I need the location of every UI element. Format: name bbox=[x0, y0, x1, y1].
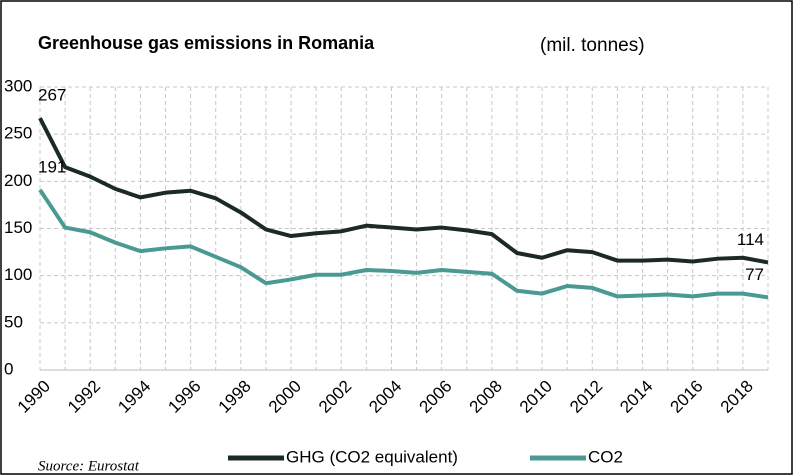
y-tick-label: 200 bbox=[4, 171, 32, 190]
x-tick-label: 2012 bbox=[566, 377, 606, 417]
x-tick-label: 2006 bbox=[415, 377, 455, 417]
y-tick-label: 150 bbox=[4, 218, 32, 237]
x-tick-label: 2016 bbox=[667, 377, 707, 417]
x-tick-label: 2008 bbox=[466, 377, 506, 417]
legend-label: GHG (CO2 equivalent) bbox=[286, 447, 458, 466]
x-tick-label: 2002 bbox=[315, 377, 355, 417]
source-note: Suorce: Eurostat bbox=[38, 458, 140, 474]
y-tick-label: 100 bbox=[4, 265, 32, 284]
x-tick-label: 2018 bbox=[717, 377, 757, 417]
series-line bbox=[38, 117, 769, 265]
x-tick-label: 1992 bbox=[64, 377, 104, 417]
series-line bbox=[38, 188, 769, 300]
data-label: 114 bbox=[737, 230, 764, 249]
x-tick-label: 1990 bbox=[14, 377, 54, 417]
data-label: 267 bbox=[38, 86, 66, 105]
x-tick-label: 2004 bbox=[365, 377, 405, 417]
legend-label: CO2 bbox=[588, 447, 623, 466]
y-tick-label: 300 bbox=[4, 76, 32, 95]
y-tick-label: 50 bbox=[4, 312, 23, 331]
chart-title: Greenhouse gas emissions in Romania bbox=[38, 33, 375, 53]
y-tick-label: 250 bbox=[4, 124, 32, 143]
x-tick-label: 1994 bbox=[114, 377, 154, 417]
chart-subtitle: (mil. tonnes) bbox=[540, 35, 645, 56]
data-label: 191 bbox=[38, 157, 66, 176]
data-label: 77 bbox=[745, 265, 764, 284]
x-tick-label: 2014 bbox=[616, 377, 656, 417]
x-tick-label: 1998 bbox=[215, 377, 255, 417]
x-tick-label: 1996 bbox=[164, 377, 204, 417]
x-tick-label: 2010 bbox=[516, 377, 556, 417]
x-tick-label: 2000 bbox=[265, 377, 305, 417]
y-tick-label: 0 bbox=[4, 359, 13, 378]
